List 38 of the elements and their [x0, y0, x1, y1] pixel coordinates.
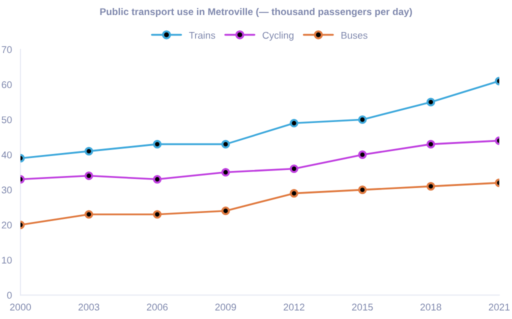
point — [84, 146, 94, 156]
x-tick-label: 2009 — [215, 304, 236, 311]
y-tick-label: 40 — [2, 151, 12, 158]
y-tick-label: 0 — [7, 292, 12, 299]
point — [358, 115, 367, 124]
point — [290, 118, 298, 128]
point — [290, 164, 298, 174]
point — [152, 210, 162, 219]
y-tick-label: 10 — [2, 256, 12, 264]
y-tick-label: 30 — [2, 186, 12, 194]
point — [221, 140, 230, 148]
point — [221, 168, 230, 177]
x-tick-label: 2006 — [146, 304, 168, 311]
x-tick-label: 2003 — [78, 304, 100, 311]
legend-label: Trains — [189, 32, 216, 39]
x-tick-label: 2018 — [420, 304, 442, 311]
point — [426, 182, 436, 191]
point — [84, 171, 94, 180]
point — [152, 174, 162, 184]
legend-label: Buses — [342, 32, 368, 39]
point — [358, 186, 367, 194]
y-tick-label: 60 — [2, 81, 12, 88]
chart-title: Public transport use in Metroville (— thousand passengers per day) — [100, 8, 412, 18]
x-tick-label: 2000 — [10, 304, 31, 311]
legend-label: Cycling — [262, 32, 294, 41]
point — [358, 150, 367, 160]
point — [290, 189, 298, 198]
x-tick-label: 2021 — [488, 304, 510, 311]
point — [426, 98, 436, 106]
x-tick-label: 2012 — [284, 304, 304, 311]
point — [221, 206, 230, 216]
point — [84, 210, 94, 219]
y-tick-label: 50 — [2, 116, 12, 124]
x-tick-label: 2015 — [352, 304, 373, 311]
point — [152, 140, 162, 148]
y-tick-label: 20 — [2, 222, 12, 229]
point — [426, 140, 436, 148]
y-tick-label: 70 — [2, 46, 12, 54]
